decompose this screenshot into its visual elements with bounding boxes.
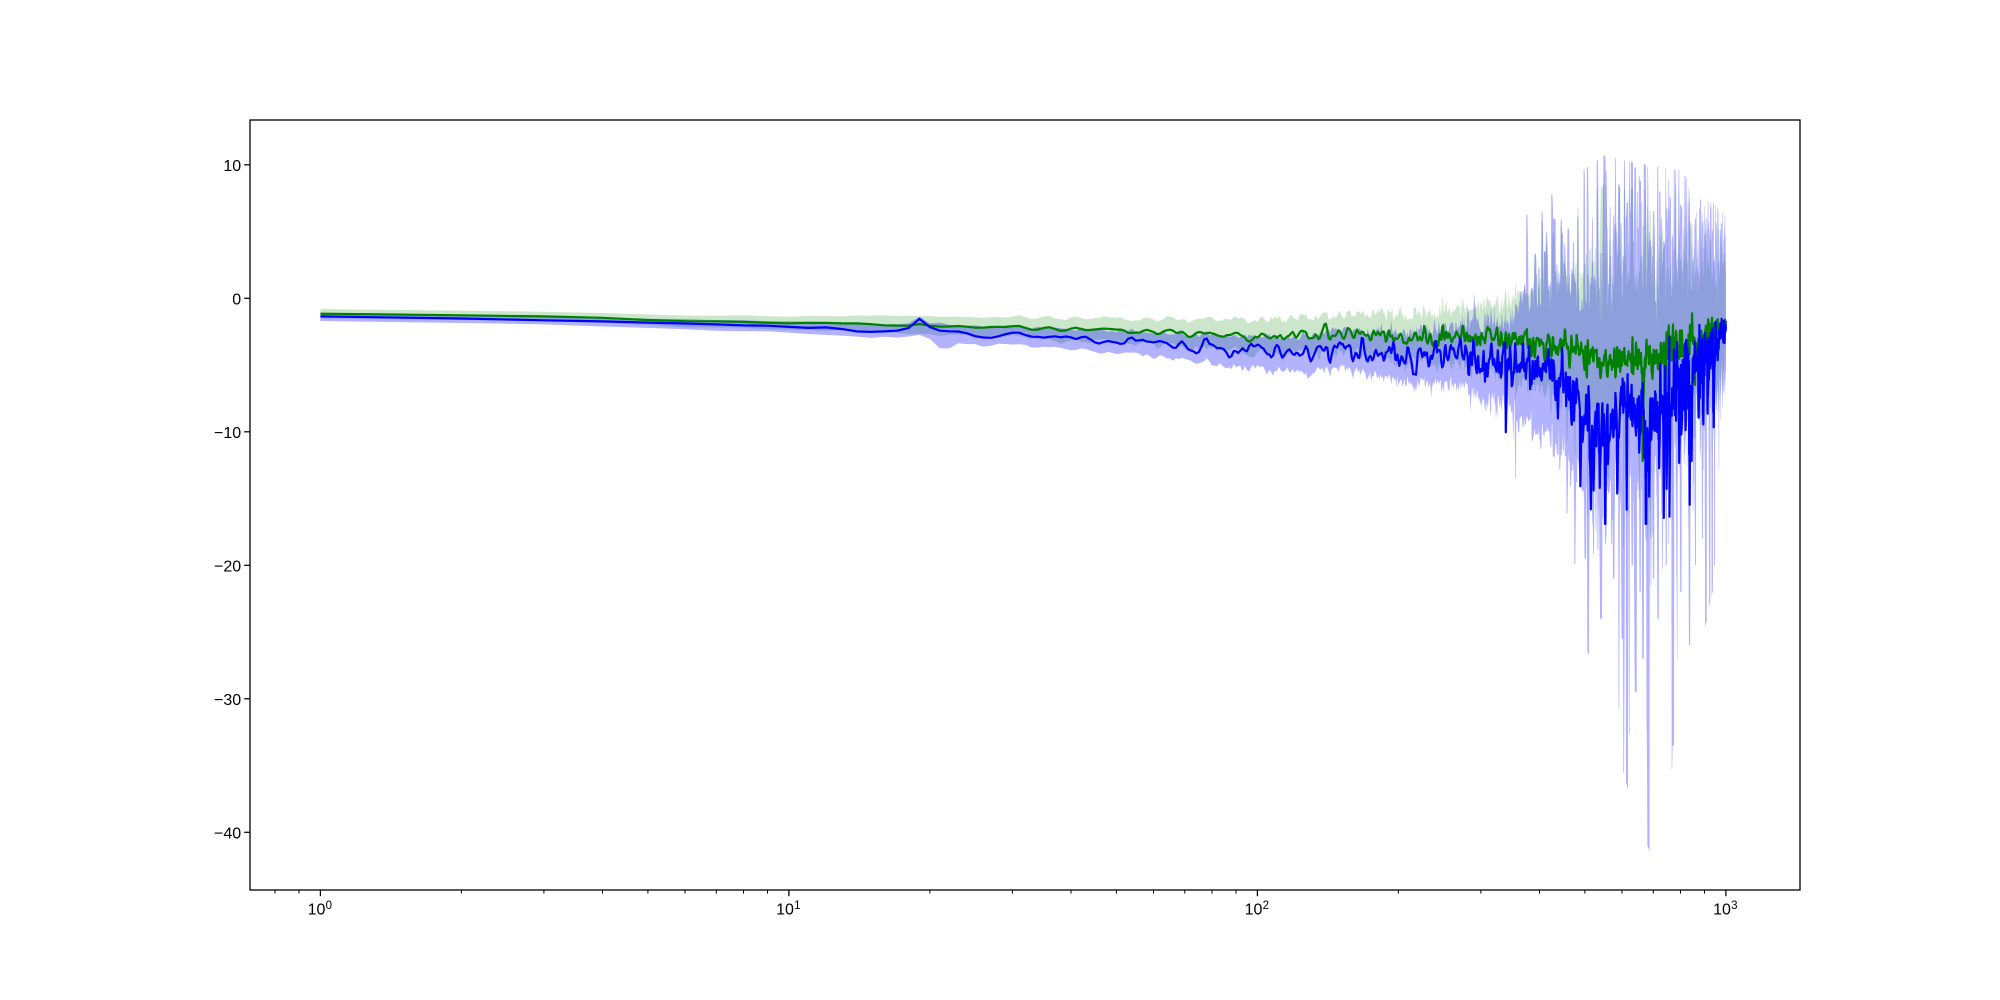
svg-text:−30: −30 xyxy=(214,692,241,709)
svg-text:0: 0 xyxy=(326,900,332,912)
svg-text:−20: −20 xyxy=(214,558,241,575)
svg-text:−40: −40 xyxy=(214,825,241,842)
svg-text:1: 1 xyxy=(794,900,800,912)
svg-text:−10: −10 xyxy=(214,425,241,442)
svg-text:10: 10 xyxy=(776,901,794,918)
svg-text:10: 10 xyxy=(308,901,326,918)
svg-text:10: 10 xyxy=(1713,901,1731,918)
svg-text:10: 10 xyxy=(1245,901,1263,918)
svg-text:0: 0 xyxy=(232,291,241,308)
svg-text:10: 10 xyxy=(223,158,241,175)
svg-text:3: 3 xyxy=(1731,900,1737,912)
svg-text:2: 2 xyxy=(1263,900,1269,912)
